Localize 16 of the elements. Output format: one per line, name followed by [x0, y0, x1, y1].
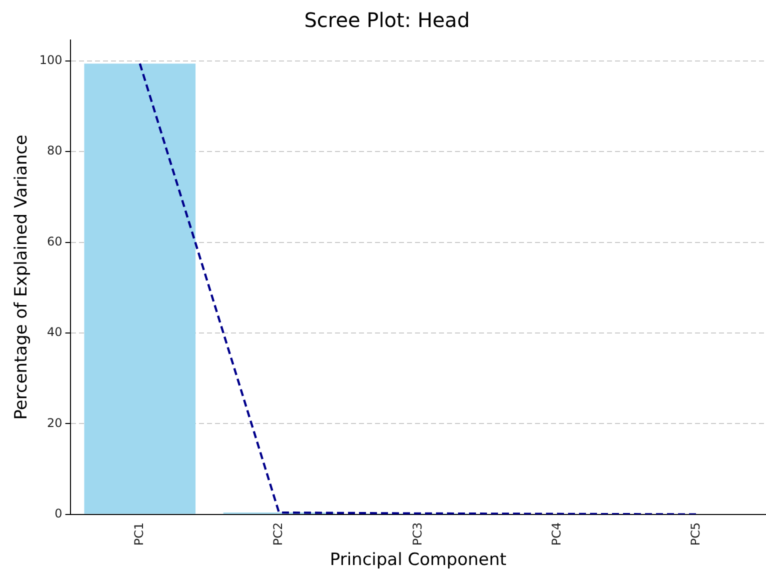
x-tick-label: PC3	[410, 522, 424, 546]
y-tick-label: 40	[47, 325, 62, 340]
line-series	[138, 62, 698, 514]
y-tick-label: 20	[47, 416, 62, 430]
x-tick-label: PC1	[132, 522, 146, 546]
y-tick-label: 0	[54, 506, 62, 520]
x-tick-label: PC2	[271, 522, 286, 546]
chart-title: Scree Plot: Head	[304, 8, 470, 32]
x-axis-title: Principal Component	[330, 550, 507, 570]
y-tick-label: 60	[47, 234, 62, 248]
y-tick-label: 80	[47, 144, 62, 158]
y-axis-title: Percentage of Explained Variance	[12, 134, 32, 420]
y-tick-label: 100	[39, 52, 62, 67]
x-tick-label: PC5	[688, 522, 703, 546]
x-tick-label: PC4	[549, 522, 564, 546]
bar	[84, 64, 196, 514]
